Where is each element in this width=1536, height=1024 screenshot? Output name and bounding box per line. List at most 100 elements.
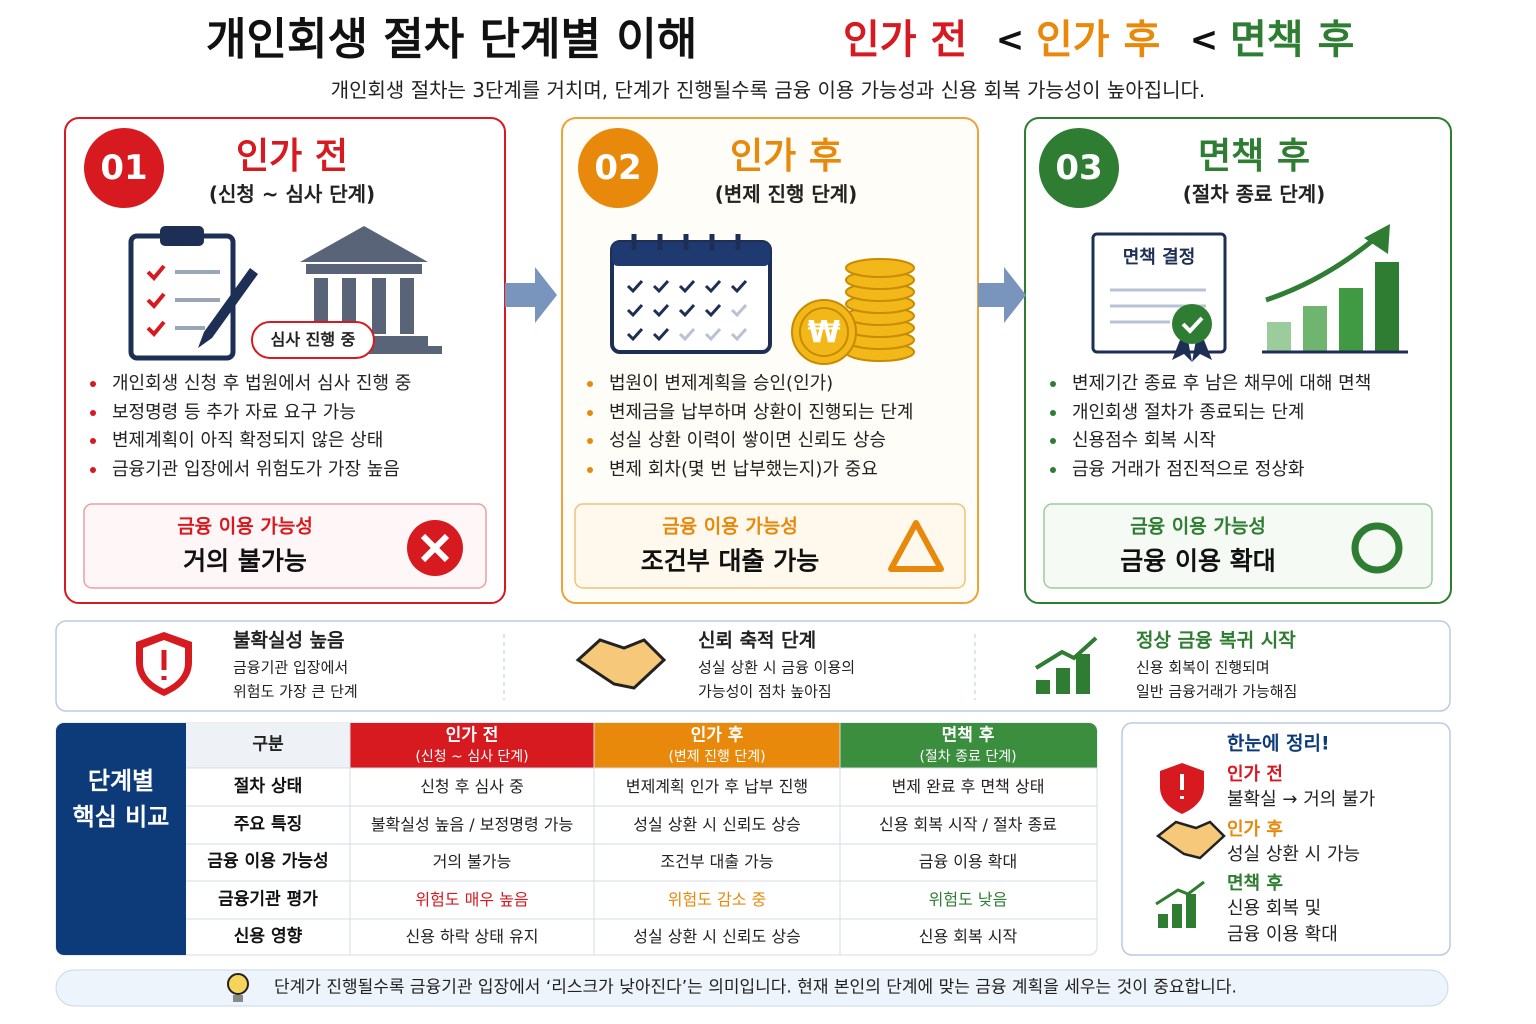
row-header: 주요 특징 bbox=[233, 814, 303, 835]
stage-number: 01 bbox=[100, 148, 148, 188]
row-header: 절차 상태 bbox=[233, 776, 303, 797]
bullet-text: 보정명령 등 추가 자료 요구 가능 bbox=[112, 401, 356, 423]
table-cell: 신청 후 심사 중 bbox=[420, 777, 524, 796]
header-cell bbox=[840, 723, 1097, 768]
recap-line: 금융 이용 확대 bbox=[1227, 924, 1338, 945]
badge-pill bbox=[251, 321, 375, 359]
title-stage: 인가 후 bbox=[1036, 17, 1161, 63]
finance-box bbox=[574, 503, 966, 589]
title-stage: 인가 전 bbox=[843, 17, 968, 63]
bulb-icon bbox=[227, 973, 249, 995]
table-cell: 신용 회복 시작 bbox=[918, 927, 1018, 946]
finance-label: 금융 이용 가능성 bbox=[1130, 515, 1266, 538]
finance-label: 금융 이용 가능성 bbox=[662, 515, 798, 538]
bullet-dot bbox=[1050, 381, 1056, 387]
card bbox=[561, 117, 979, 604]
circle-icon bbox=[1351, 522, 1403, 574]
clipboard-icon bbox=[128, 226, 258, 361]
subtitle: 개인회생 절차는 3단계를 거치며, 단계가 진행될수록 금융 이용 가능성과 … bbox=[330, 78, 1206, 102]
summary-line: 성실 상환 시 금융 이용의 bbox=[698, 658, 856, 677]
table-cell: 변제 완료 후 면책 상태 bbox=[891, 777, 1045, 796]
stage-number: 03 bbox=[1055, 148, 1103, 188]
stage-number: 02 bbox=[594, 148, 642, 188]
recap-line: 불확실 → 거의 불가 bbox=[1227, 789, 1376, 810]
bullet-text: 개인회생 절차가 종료되는 단계 bbox=[1072, 401, 1305, 423]
column-sub: (변제 진행 단계) bbox=[668, 749, 766, 765]
title-separator: < bbox=[995, 20, 1025, 60]
stage-title: 인가 전 bbox=[236, 136, 348, 177]
footer-pill bbox=[55, 969, 1449, 1007]
table-side-title: 단계별 bbox=[87, 767, 155, 795]
bullet-text: 변제 회차(몇 번 납부했는지)가 중요 bbox=[609, 459, 878, 481]
bullet-text: 법원이 변제계획을 승인(인가) bbox=[609, 373, 834, 394]
bullet-dot bbox=[1050, 438, 1056, 445]
stage-subtitle: (신청 ~ 심사 단계) bbox=[208, 182, 376, 206]
summary-line: 위험도 가장 큰 단계 bbox=[233, 682, 358, 701]
growth-chart-icon bbox=[1262, 224, 1408, 354]
row-header: 신용 영향 bbox=[233, 926, 303, 947]
column-title: 면책 후 bbox=[941, 725, 995, 746]
summary-strip bbox=[55, 620, 1451, 712]
stage-subtitle: (변제 진행 단계) bbox=[714, 182, 858, 206]
row-header: 금융 이용 가능성 bbox=[207, 851, 329, 872]
finance-box bbox=[83, 503, 487, 589]
bullet-dot bbox=[90, 467, 96, 474]
table-cell: 성실 상환 시 신뢰도 상승 bbox=[633, 815, 801, 834]
summary-title: 정상 금융 복귀 시작 bbox=[1136, 629, 1296, 652]
bullet-text: 금융기관 입장에서 위험도가 가장 높음 bbox=[112, 459, 400, 481]
table-cell: 조건부 대출 가능 bbox=[660, 852, 774, 871]
row-header: 금융기관 평가 bbox=[218, 889, 318, 910]
summary-line: 일반 금융거래가 가능해짐 bbox=[1136, 682, 1298, 701]
finance-value: 금융 이용 확대 bbox=[1120, 546, 1276, 576]
table-cell: 위험도 낮음 bbox=[928, 890, 1008, 909]
recap-line: 성실 상환 시 가능 bbox=[1227, 844, 1361, 865]
recap-title: 한눈에 정리! bbox=[1227, 732, 1330, 755]
recap-stage: 면책 후 bbox=[1227, 873, 1283, 894]
summary-line: 신용 회복이 진행되며 bbox=[1136, 658, 1270, 677]
summary-title: 신뢰 축적 단계 bbox=[698, 629, 817, 652]
bullet-dot bbox=[587, 381, 593, 387]
bullet-text: 신용점수 회복 시작 bbox=[1072, 430, 1216, 452]
summary-title: 불확실성 높음 bbox=[233, 629, 345, 652]
recap-stage: 인가 전 bbox=[1227, 764, 1283, 785]
table-side bbox=[56, 723, 186, 955]
table-grid bbox=[186, 723, 1097, 955]
bullet-text: 금융 거래가 점진적으로 정상화 bbox=[1072, 459, 1305, 481]
handshake-icon bbox=[575, 638, 667, 690]
bullet-text: 개인회생 신청 후 법원에서 심사 진행 중 bbox=[112, 373, 412, 394]
header-cell bbox=[594, 723, 840, 768]
x-icon bbox=[420, 533, 450, 563]
finance-value: 조건부 대출 가능 bbox=[640, 546, 820, 576]
table-cell: 거의 불가능 bbox=[432, 852, 512, 871]
recap-line: 신용 회복 및 bbox=[1227, 898, 1322, 919]
recap-stage: 인가 후 bbox=[1227, 819, 1283, 840]
footer-note: 단계가 진행될수록 금융기관 입장에서 ‘리스크가 낮아진다’는 의미입니다. … bbox=[274, 977, 1237, 998]
title: 개인회생 절차 단계별 이해 bbox=[206, 14, 698, 65]
column-title: 인가 후 bbox=[690, 725, 744, 746]
calendar-icon bbox=[610, 234, 772, 354]
column-title: 인가 전 bbox=[445, 725, 499, 746]
table-cell: 금융 이용 확대 bbox=[918, 852, 1018, 871]
finance-box bbox=[1043, 503, 1433, 589]
table-cell: 신용 회복 시작 / 절차 종료 bbox=[878, 815, 1058, 834]
bullet-dot bbox=[90, 438, 96, 445]
title-stage: 면책 후 bbox=[1230, 17, 1355, 63]
number-badge bbox=[1039, 128, 1119, 208]
coins-icon bbox=[791, 258, 915, 365]
bullet-dot bbox=[587, 438, 593, 445]
bullet-text: 변제계획이 아직 확정되지 않은 상태 bbox=[112, 430, 384, 452]
bullet-dot bbox=[1050, 467, 1056, 474]
divider bbox=[503, 634, 976, 700]
finance-value: 거의 불가능 bbox=[183, 546, 307, 576]
table-cell: 위험도 매우 높음 bbox=[415, 890, 529, 909]
coin-symbol: ₩ bbox=[807, 315, 841, 350]
table-cell: 위험도 감소 중 bbox=[667, 890, 767, 909]
table-cell: 변제계획 인가 후 납부 진행 bbox=[625, 777, 809, 796]
badge: 심사 진행 중 bbox=[270, 330, 356, 349]
table-cell: 성실 상환 시 신뢰도 상승 bbox=[633, 927, 801, 946]
triangle-icon bbox=[888, 520, 944, 572]
table-side-title: 핵심 비교 bbox=[72, 803, 170, 831]
bullet-text: 성실 상환 이력이 쌓이면 신뢰도 상승 bbox=[609, 430, 887, 452]
document-icon bbox=[1091, 232, 1227, 362]
stage-title: 면책 후 bbox=[1198, 136, 1310, 177]
